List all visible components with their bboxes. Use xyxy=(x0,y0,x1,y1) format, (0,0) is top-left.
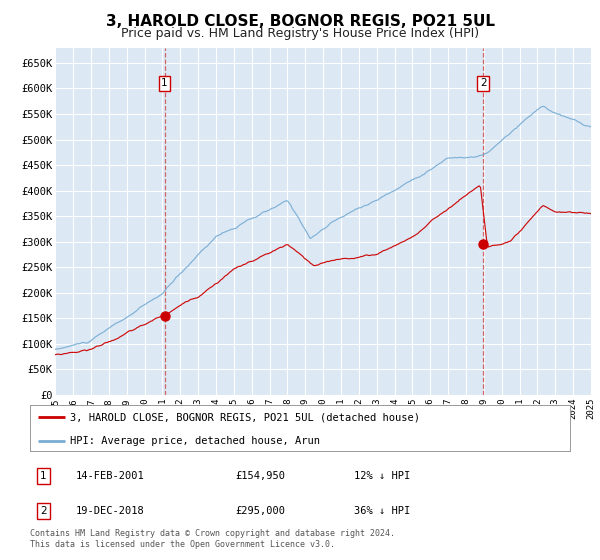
Text: 36% ↓ HPI: 36% ↓ HPI xyxy=(354,506,410,516)
Text: 2: 2 xyxy=(40,506,47,516)
Text: 1: 1 xyxy=(40,471,47,481)
Text: 1: 1 xyxy=(161,78,168,88)
Text: Price paid vs. HM Land Registry's House Price Index (HPI): Price paid vs. HM Land Registry's House … xyxy=(121,27,479,40)
Text: £295,000: £295,000 xyxy=(235,506,285,516)
Text: £154,950: £154,950 xyxy=(235,471,285,481)
Text: Contains HM Land Registry data © Crown copyright and database right 2024.
This d: Contains HM Land Registry data © Crown c… xyxy=(30,529,395,549)
Text: 12% ↓ HPI: 12% ↓ HPI xyxy=(354,471,410,481)
Text: 3, HAROLD CLOSE, BOGNOR REGIS, PO21 5UL (detached house): 3, HAROLD CLOSE, BOGNOR REGIS, PO21 5UL … xyxy=(71,412,421,422)
Text: 14-FEB-2001: 14-FEB-2001 xyxy=(76,471,145,481)
Text: 3, HAROLD CLOSE, BOGNOR REGIS, PO21 5UL: 3, HAROLD CLOSE, BOGNOR REGIS, PO21 5UL xyxy=(106,14,494,29)
Text: 19-DEC-2018: 19-DEC-2018 xyxy=(76,506,145,516)
Text: HPI: Average price, detached house, Arun: HPI: Average price, detached house, Arun xyxy=(71,436,320,446)
Text: 2: 2 xyxy=(480,78,487,88)
